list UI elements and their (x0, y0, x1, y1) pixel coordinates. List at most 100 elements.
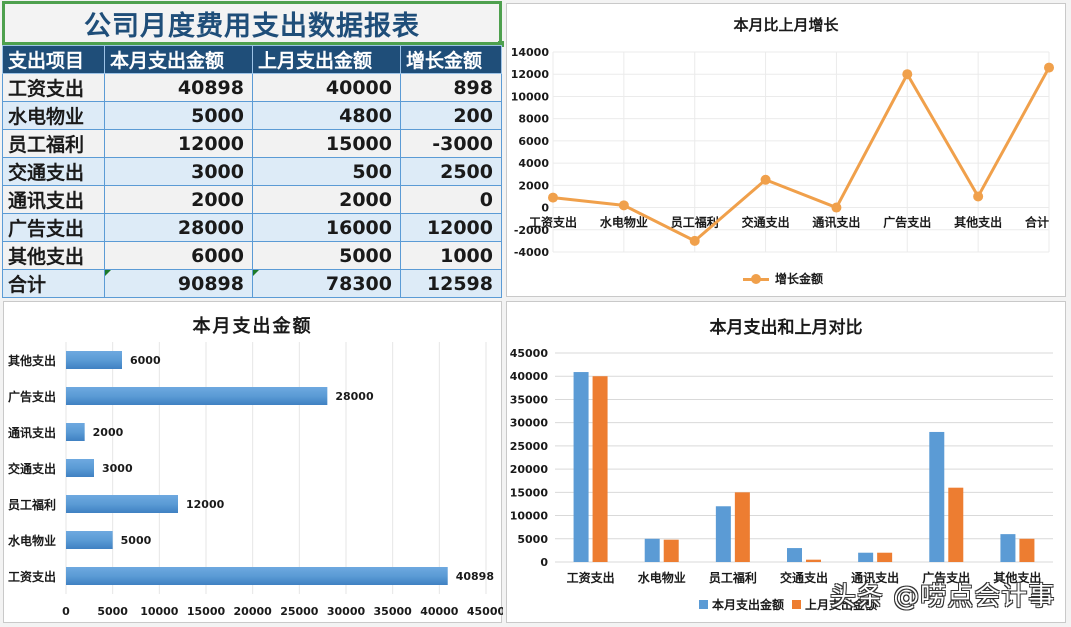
cell-item[interactable]: 水电物业 (2, 101, 105, 130)
data-point-marker (831, 202, 842, 213)
y-tick-label: 45000 (510, 347, 549, 360)
cell-item[interactable]: 广告支出 (2, 213, 105, 242)
x-category-label: 员工福利 (671, 215, 719, 230)
header-growth[interactable]: 增长金额 (400, 45, 502, 74)
bar (66, 531, 113, 549)
y-tick-label: 14000 (511, 46, 550, 59)
y-category-label: 交通支出 (8, 461, 56, 476)
chart-legend[interactable]: 本月支出金额 上月支出金额 (699, 596, 877, 613)
x-tick-label: 40000 (420, 605, 459, 618)
x-category-label: 交通支出 (742, 215, 790, 230)
cell-growth[interactable]: 0 (400, 185, 502, 214)
cell-current[interactable]: 6000 (104, 241, 253, 270)
column-plot-area: 45000 40000 35000 30000 25000 20000 15000 10000… (510, 347, 1053, 585)
table-row: 广告支出 28000 16000 12000 (2, 213, 502, 242)
x-tick-label: 20000 (234, 605, 273, 618)
cell-current[interactable]: 28000 (104, 213, 253, 242)
column-bar (787, 548, 802, 562)
bar (66, 423, 85, 441)
x-category-label: 员工福利 (709, 570, 757, 585)
chart-title: 本月支出金额 (192, 316, 313, 337)
cell-previous[interactable]: 78300 (252, 269, 401, 298)
x-tick-label: 5000 (97, 605, 128, 618)
cell-item[interactable]: 工资支出 (2, 73, 105, 102)
cell-previous[interactable]: 40000 (252, 73, 401, 102)
cell-growth[interactable]: 200 (400, 101, 502, 130)
bar-plot-area: 0 5000 10000 15000 20000 25000 30000 35000 40000… (8, 342, 503, 618)
cell-current[interactable]: 2000 (104, 185, 253, 214)
report-title-cell[interactable]: 公司月度费用支出数据报表 (2, 1, 504, 47)
cell-growth[interactable]: 1000 (400, 241, 502, 270)
cell-item[interactable]: 员工福利 (2, 129, 105, 158)
growth-line-chart[interactable]: 本月比上月增长 14000 12000 10000 8000 6000 4000 2000 0… (506, 3, 1066, 297)
data-point-marker (618, 200, 629, 211)
x-category-label: 合计 (1025, 215, 1049, 230)
data-point-marker (548, 192, 558, 203)
cell-item[interactable]: 交通支出 (2, 157, 105, 186)
cell-previous[interactable]: 5000 (252, 241, 401, 270)
cell-item[interactable]: 合计 (2, 269, 105, 298)
y-tick-label: 25000 (510, 440, 549, 453)
header-previous[interactable]: 上月支出金额 (252, 45, 401, 74)
legend-swatch-previous-icon (792, 600, 802, 609)
x-category-label: 水电物业 (600, 215, 648, 230)
cell-growth[interactable]: 898 (400, 73, 502, 102)
table-row: 交通支出 3000 500 2500 (2, 157, 502, 186)
bar (66, 351, 122, 369)
comparison-column-chart[interactable]: 本月支出和上月对比 45000 40000 35000 30000 25000 20000… (506, 301, 1066, 623)
column-bar (644, 538, 660, 562)
table-row: 员工福利 12000 15000 -3000 (2, 129, 502, 158)
cell-growth[interactable]: -3000 (400, 129, 502, 158)
cell-current[interactable]: 90898 (104, 269, 253, 298)
current-month-bar-chart[interactable]: 本月支出金额 0 5000 10000 15000 20000 25000 30000 350… (3, 301, 503, 623)
header-item[interactable]: 支出项目 (2, 45, 105, 74)
cell-current[interactable]: 40898 (104, 73, 253, 102)
y-tick-label: 0 (540, 556, 548, 569)
y-category-label: 员工福利 (8, 497, 56, 512)
x-category-label: 交通支出 (780, 570, 828, 585)
data-point-marker (689, 235, 700, 246)
header-current[interactable]: 本月支出金额 (104, 45, 253, 74)
chart-legend[interactable]: 增长金额 (743, 270, 823, 287)
cell-value: 90898 (177, 272, 244, 295)
y-tick-label: -4000 (514, 246, 550, 259)
formula-warning-indicator-icon[interactable] (105, 270, 111, 276)
cell-item[interactable]: 通讯支出 (2, 185, 105, 214)
cell-previous[interactable]: 15000 (252, 129, 401, 158)
y-tick-label: 30000 (510, 417, 549, 430)
fill-handle[interactable] (498, 41, 504, 47)
cell-growth[interactable]: 12598 (400, 269, 502, 298)
x-category-label: 通讯支出 (851, 570, 899, 585)
cell-current[interactable]: 12000 (104, 129, 253, 158)
cell-previous[interactable]: 4800 (252, 101, 401, 130)
x-category-label: 其他支出 (954, 215, 1002, 230)
cell-item[interactable]: 其他支出 (2, 241, 105, 270)
formula-warning-indicator-icon[interactable] (253, 270, 259, 276)
x-tick-label: 25000 (280, 605, 319, 618)
column-bar (592, 376, 608, 562)
y-tick-label: 10000 (510, 510, 549, 523)
x-tick-label: 15000 (187, 605, 226, 618)
expense-table: 支出项目 本月支出金额 上月支出金额 增长金额 工资支出 40898 40000 89… (2, 45, 502, 298)
x-category-label: 其他支出 (993, 570, 1041, 585)
y-tick-label: 15000 (510, 486, 549, 499)
cell-current[interactable]: 5000 (104, 101, 253, 130)
cell-growth[interactable]: 2500 (400, 157, 502, 186)
x-category-label: 工资支出 (529, 215, 577, 230)
data-label: 2000 (93, 426, 124, 439)
y-tick-label: -2000 (514, 224, 550, 237)
y-tick-label: 2000 (518, 179, 549, 192)
data-point-marker (1044, 62, 1054, 73)
growth-line (552, 66, 1051, 243)
cell-previous[interactable]: 16000 (252, 213, 401, 242)
table-row: 工资支出 40898 40000 898 (2, 73, 502, 102)
column-bar (1000, 534, 1016, 562)
cell-growth[interactable]: 12000 (400, 213, 502, 242)
y-tick-label: 35000 (510, 393, 549, 406)
cell-current[interactable]: 3000 (104, 157, 253, 186)
cell-previous[interactable]: 2000 (252, 185, 401, 214)
cell-previous[interactable]: 500 (252, 157, 401, 186)
column-bar (948, 487, 964, 562)
x-category-label: 水电物业 (638, 570, 686, 585)
column-bar (806, 559, 821, 562)
